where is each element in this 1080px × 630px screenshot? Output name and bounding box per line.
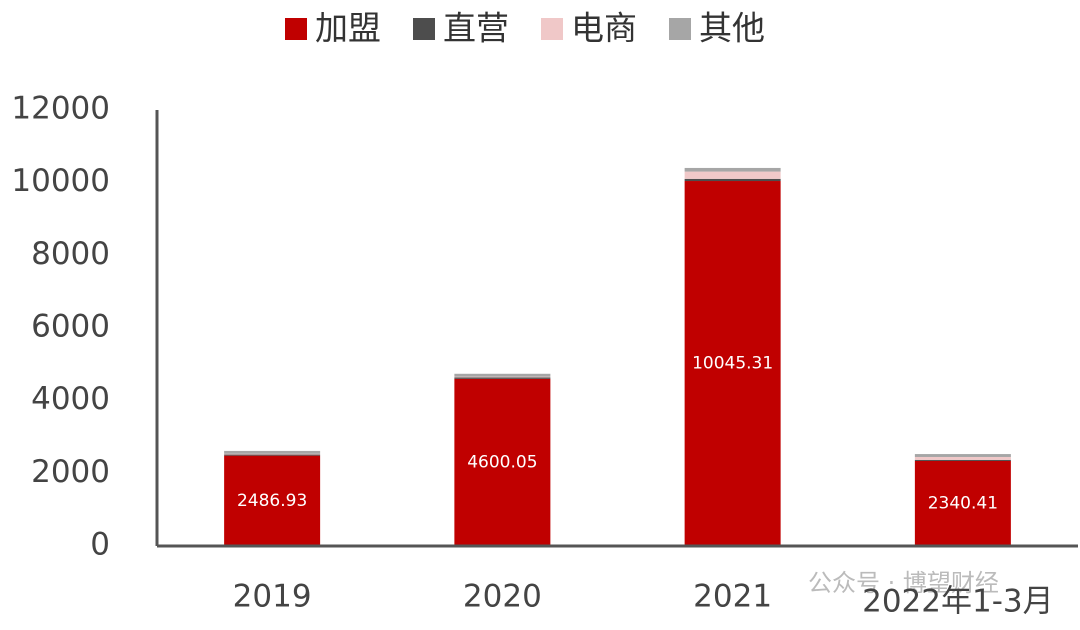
x-tick-label: 2021 — [693, 579, 772, 615]
legend-swatch — [413, 18, 435, 40]
bar-segment — [224, 450, 321, 454]
watermark: 公众号 · 博望财经 — [808, 569, 999, 597]
x-tick-label: 2022年1-3月 — [862, 584, 1054, 620]
value-label: 4600.05 — [467, 452, 537, 472]
legend-label: 其他 — [699, 9, 765, 48]
bar-segment — [224, 453, 321, 455]
bar-segment — [684, 178, 781, 182]
y-tick-label: 12000 — [11, 91, 110, 127]
legend-swatch — [541, 18, 563, 40]
legend-label: 电商 — [571, 9, 637, 48]
legend-label: 直营 — [443, 9, 509, 48]
value-label: 2486.93 — [237, 491, 307, 511]
bar-segment — [914, 460, 1011, 546]
legend-label: 加盟 — [315, 9, 381, 48]
bar-segment — [684, 181, 781, 547]
bar-segment — [914, 459, 1011, 461]
value-label: 2340.41 — [928, 493, 998, 513]
bar-segment — [224, 455, 321, 546]
bar-segment — [684, 167, 781, 172]
bar-segment — [454, 376, 551, 378]
bar-segment — [914, 454, 1011, 457]
y-tick-label: 4000 — [31, 381, 110, 417]
bar-segment — [224, 454, 321, 456]
value-label: 10045.31 — [692, 354, 773, 374]
legend-swatch — [285, 18, 307, 40]
legend-swatch — [669, 18, 691, 40]
x-tick-label: 2020 — [463, 579, 542, 615]
bar-segment — [454, 373, 551, 377]
bar-segment — [684, 171, 781, 179]
bar-segment — [454, 378, 551, 546]
bar-segment — [914, 456, 1011, 460]
y-tick-label: 0 — [90, 527, 110, 563]
y-tick-label: 10000 — [11, 163, 110, 199]
y-tick-label: 6000 — [31, 309, 110, 345]
x-tick-label: 2019 — [233, 579, 312, 615]
bar-segment — [454, 377, 551, 379]
y-tick-label: 8000 — [31, 236, 110, 272]
y-tick-label: 2000 — [31, 454, 110, 490]
